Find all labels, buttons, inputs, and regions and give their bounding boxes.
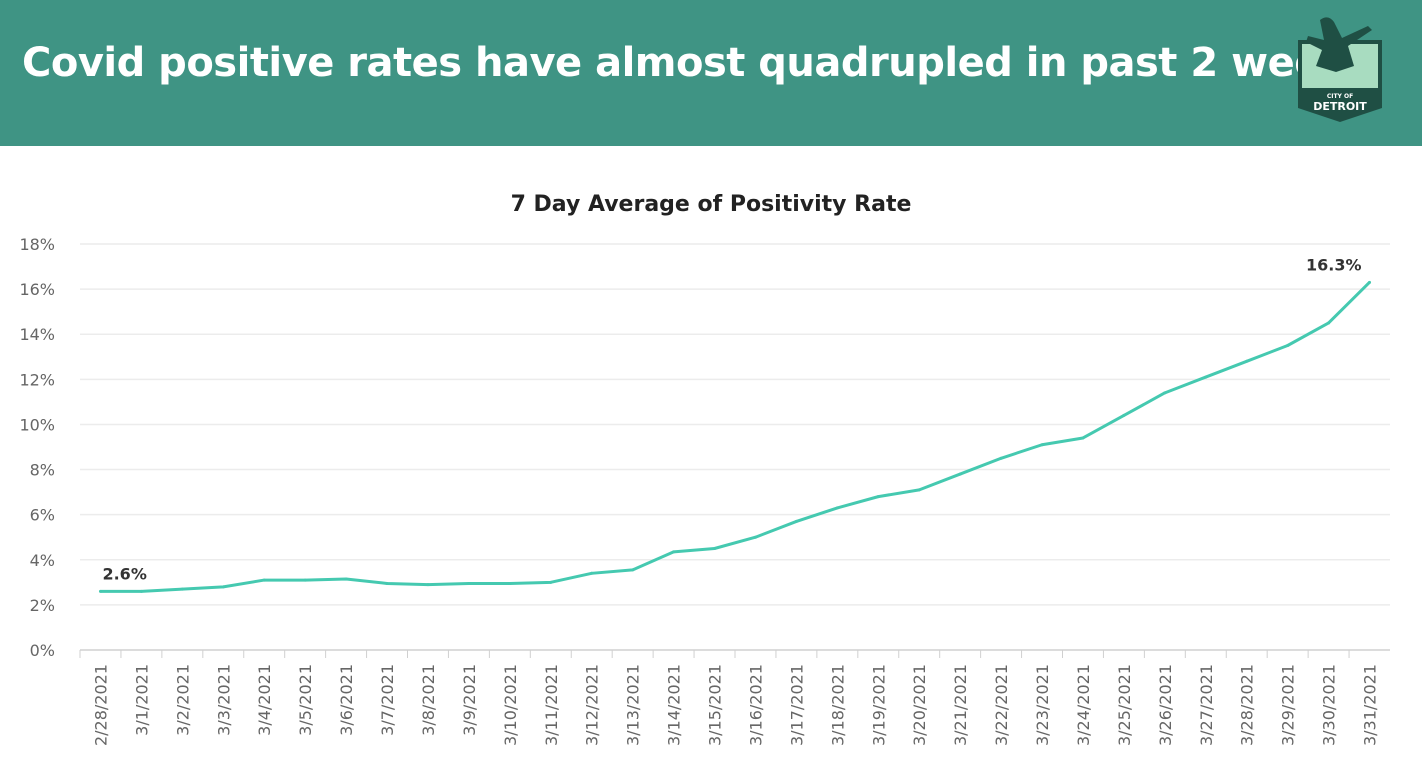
city-of-detroit-logo: CITY OF DETROIT [1298,17,1382,122]
data-point [1163,391,1167,395]
x-tick-label: 3/26/2021 [1156,664,1175,746]
y-tick-label: 2% [30,596,55,615]
data-point [180,587,184,591]
y-tick-label: 12% [19,370,55,389]
data-point [958,472,962,476]
data-point [917,488,921,492]
x-tick-label: 3/14/2021 [665,664,684,746]
data-label: 2.6% [102,564,146,583]
x-tick-label: 2/28/2021 [91,664,110,746]
x-tick-label: 3/16/2021 [746,664,765,746]
x-tick-label: 3/30/2021 [1320,664,1339,746]
x-tick-label: 3/2/2021 [173,664,192,736]
x-tick-label: 3/18/2021 [828,664,847,746]
x-tick-label: 3/17/2021 [787,664,806,746]
data-point [1327,321,1331,325]
data-point [999,456,1003,460]
data-point [1204,375,1208,379]
data-point [98,589,102,593]
x-tick-label: 3/22/2021 [992,664,1011,746]
x-tick-label: 3/12/2021 [583,664,602,746]
x-tick-label: 3/13/2021 [624,664,643,746]
data-point [549,580,553,584]
data-point [221,585,225,589]
x-tick-label: 3/10/2021 [501,664,520,746]
data-point [508,581,512,585]
y-tick-label: 6% [30,506,55,525]
data-point [139,589,143,593]
data-point [1040,443,1044,447]
x-tick-label: 3/3/2021 [214,664,233,736]
x-tick-label: 3/21/2021 [951,664,970,746]
x-tick-label: 3/11/2021 [542,664,561,746]
data-point [426,583,430,587]
data-point [835,506,839,510]
svg-text:DETROIT: DETROIT [1313,100,1367,113]
x-tick-label: 3/19/2021 [869,664,888,746]
svg-text:CITY OF: CITY OF [1327,93,1353,100]
x-tick-label: 3/9/2021 [460,664,479,736]
x-tick-label: 3/6/2021 [337,664,356,736]
data-point [385,581,389,585]
data-point [631,568,635,572]
x-tick-label: 3/23/2021 [1033,664,1052,746]
x-tick-label: 3/8/2021 [419,664,438,736]
x-tick-label: 3/27/2021 [1197,664,1216,746]
data-point [590,571,594,575]
y-tick-label: 8% [30,461,55,480]
header-banner: Covid positive rates have almost quadrup… [0,0,1422,146]
y-tick-label: 10% [19,415,55,434]
x-tick-label: 3/7/2021 [378,664,397,736]
data-point [1122,413,1126,417]
x-tick-label: 3/4/2021 [255,664,274,736]
data-point [672,550,676,554]
slide-title: Covid positive rates have almost quadrup… [22,40,1371,86]
data-point [1286,344,1290,347]
x-tick-label: 3/5/2021 [296,664,315,736]
chart-title: 7 Day Average of Positivity Rate [510,192,912,217]
series-line [100,281,1371,593]
data-point [753,535,757,539]
x-tick-label: 3/24/2021 [1074,664,1093,746]
data-label: 16.3% [1306,255,1362,274]
data-point [876,495,880,499]
y-tick-label: 0% [30,641,55,660]
data-point [262,578,266,582]
data-point [344,577,348,581]
x-tick-label: 3/15/2021 [706,664,725,746]
x-tick-label: 3/25/2021 [1115,664,1134,746]
data-point [303,578,307,582]
data-point [1081,436,1085,440]
y-tick-label: 18% [19,235,55,254]
y-tick-label: 4% [30,551,55,570]
data-point [1368,280,1372,284]
y-tick-label: 16% [19,280,55,299]
data-point [467,581,471,585]
data-point [794,519,798,523]
x-tick-label: 3/31/2021 [1361,664,1380,746]
y-tick-label: 14% [19,325,55,344]
data-point [1245,359,1249,363]
x-tick-label: 3/29/2021 [1279,664,1298,746]
x-tick-label: 3/28/2021 [1238,664,1257,746]
x-tick-label: 3/20/2021 [910,664,929,746]
data-point [713,547,717,550]
x-tick-label: 3/1/2021 [132,664,151,736]
